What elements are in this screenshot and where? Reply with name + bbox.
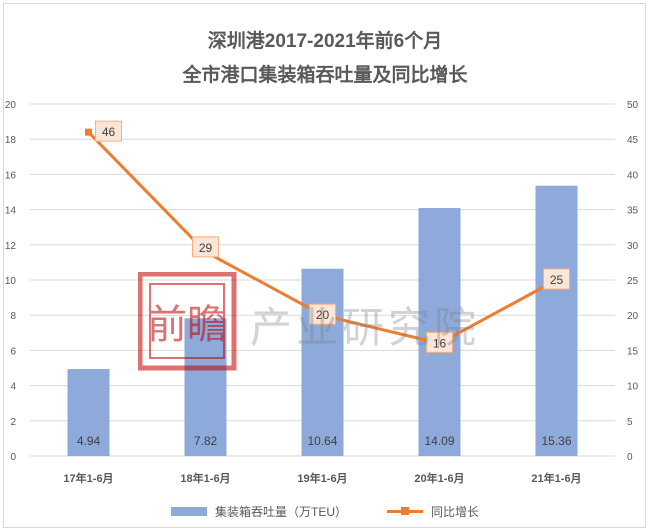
bar [535, 185, 578, 456]
bar [184, 318, 227, 456]
legend-bar-swatch [170, 507, 207, 516]
line-data-label-box [543, 268, 570, 290]
line-data-label: 29 [199, 241, 213, 255]
stamp-icon: 前瞻 [138, 272, 237, 371]
x-tick-label: 19年1-6月 [297, 471, 347, 485]
line-data-label: 25 [550, 273, 564, 287]
watermark-text: 产业研究院 [250, 303, 481, 352]
y-left-tick-label: 14 [5, 206, 17, 217]
line-data-label: 20 [316, 308, 330, 322]
y-left-tick-label: 4 [10, 382, 16, 393]
y-right-tick-label: 45 [627, 135, 639, 146]
y-left-tick-label: 12 [5, 241, 17, 252]
y-left-tick-label: 10 [5, 276, 17, 287]
watermark-logo: 前瞻 产业研究院 [138, 272, 518, 372]
bar-data-label: 4.94 [77, 434, 101, 448]
y-right-tick-label: 0 [627, 452, 633, 463]
bar-data-label: 10.64 [307, 434, 337, 448]
legend: 集装箱吞吐量（万TEU） 同比增长 [0, 503, 650, 520]
line-data-label-box [309, 303, 336, 325]
legend-item-bar: 集装箱吞吐量（万TEU） [170, 503, 347, 520]
y-right-tick-label: 40 [627, 170, 639, 181]
y-right-tick-label: 15 [627, 346, 639, 357]
y-left-tick-label: 6 [10, 346, 16, 357]
x-tick-label: 17年1-6月 [63, 471, 113, 485]
y-left-tick-label: 0 [10, 452, 16, 463]
line-data-label-box [95, 120, 122, 142]
line-data-label-box [192, 236, 219, 258]
bar-data-label: 7.82 [194, 434, 218, 448]
svg-text:前瞻: 前瞻 [147, 302, 227, 348]
legend-item-line: 同比增长 [387, 503, 479, 520]
y-left-tick-label: 16 [5, 170, 17, 181]
y-right-tick-label: 30 [627, 241, 639, 252]
line-data-label-box [426, 331, 453, 353]
x-tick-label: 18年1-6月 [180, 471, 230, 485]
y-right-tick-label: 5 [627, 417, 633, 428]
line-data-label: 46 [102, 125, 116, 139]
y-left-tick-label: 2 [10, 417, 16, 428]
y-left-tick-label: 20 [5, 100, 17, 111]
legend-label-bar: 集装箱吞吐量（万TEU） [214, 505, 347, 519]
y-right-tick-label: 10 [627, 382, 639, 393]
x-tick-label: 21年1-6月 [531, 471, 581, 485]
y-left-tick-label: 8 [10, 311, 16, 322]
y-right-tick-label: 20 [627, 311, 639, 322]
bar [301, 268, 344, 456]
y-right-tick-label: 50 [627, 100, 639, 111]
line-data-label: 16 [433, 336, 447, 350]
bar [67, 369, 110, 456]
bar-data-label: 15.36 [541, 434, 571, 448]
legend-line-swatch [387, 507, 423, 515]
bar-data-label: 14.09 [424, 434, 454, 448]
legend-label-line: 同比增长 [431, 505, 480, 519]
line-marker [85, 128, 92, 136]
y-right-tick-label: 25 [627, 276, 639, 287]
chart-title-line2: 全市港口集装箱吞吐量及同比增长 [182, 65, 468, 86]
y-right-tick-label: 35 [627, 206, 639, 217]
chart-title-line1: 深圳港2017-2021年前6个月 [207, 31, 443, 52]
y-left-tick-label: 18 [5, 135, 17, 146]
x-tick-label: 20年1-6月 [414, 471, 464, 485]
